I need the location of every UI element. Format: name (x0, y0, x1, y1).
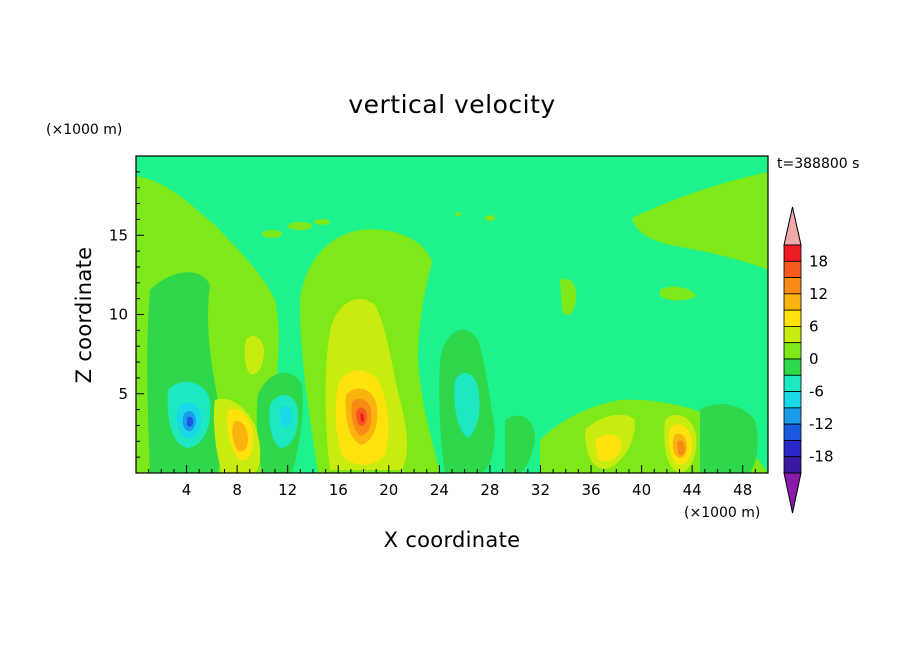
x-tick-label: 40 (632, 481, 651, 499)
contour-field (136, 156, 768, 473)
colorbar-segment (783, 391, 802, 409)
colorbar-segment (783, 326, 802, 344)
colorbar-tick-label: 0 (809, 350, 819, 368)
y-axis: 5 10 15 (109, 171, 144, 458)
colorbar-segment (783, 342, 802, 360)
contour-level-neg-core (176, 402, 293, 439)
colorbar-segment (783, 260, 802, 278)
y-tick-label: 5 (118, 385, 128, 403)
colorbar-tick-label: 18 (809, 252, 828, 270)
x-axis: 4 8 12 16 20 24 28 32 36 40 44 48 (148, 465, 756, 499)
colorbar-tick-label: -6 (809, 383, 824, 401)
x-axis-title: X coordinate (384, 528, 521, 552)
y-unit-label: (×1000 m) (46, 122, 122, 138)
colorbar-segment (783, 407, 802, 425)
chart-title: vertical velocity (348, 90, 555, 119)
y-axis-title: Z coordinate (72, 247, 96, 384)
x-tick-label: 20 (379, 481, 398, 499)
colorbar-segment (783, 293, 802, 311)
x-tick-label: 28 (480, 481, 499, 499)
colorbar: 18 12 6 0 -6 -12 -18 (783, 206, 834, 514)
colorbar-segment (783, 456, 802, 474)
colorbar-segment (783, 358, 802, 376)
colorbar-segment (783, 423, 802, 441)
y-tick-label: 15 (109, 226, 128, 244)
colorbar-over-triangle (783, 206, 802, 246)
x-tick-label: 16 (329, 481, 348, 499)
time-label: t=388800 s (777, 156, 859, 172)
x-tick-label: 48 (733, 481, 752, 499)
colorbar-tick-label: 6 (809, 317, 819, 335)
x-tick-label: 12 (278, 481, 297, 499)
x-tick-label: 44 (683, 481, 702, 499)
colorbar-segment (783, 440, 802, 458)
y-tick-label: 10 (109, 306, 128, 324)
contour-level-pos-cores (213, 298, 697, 473)
x-tick-label: 24 (430, 481, 449, 499)
colorbar-under-triangle (783, 472, 802, 514)
colorbar-segment (783, 309, 802, 327)
x-tick-label: 36 (581, 481, 600, 499)
x-tick-label: 8 (232, 481, 242, 499)
x-unit-label: (×1000 m) (684, 505, 760, 521)
colorbar-tick-label: 12 (809, 285, 828, 303)
colorbar-segment (783, 277, 802, 295)
colorbar-segment (783, 374, 802, 392)
contour-speckles (262, 212, 495, 238)
colorbar-tick-label: -12 (809, 415, 834, 433)
colorbar-segment (783, 244, 802, 262)
x-tick-label: 4 (182, 481, 192, 499)
contour-level-neg-bands (147, 272, 758, 473)
x-tick-label: 32 (531, 481, 550, 499)
colorbar-tick-label: -18 (809, 448, 834, 466)
